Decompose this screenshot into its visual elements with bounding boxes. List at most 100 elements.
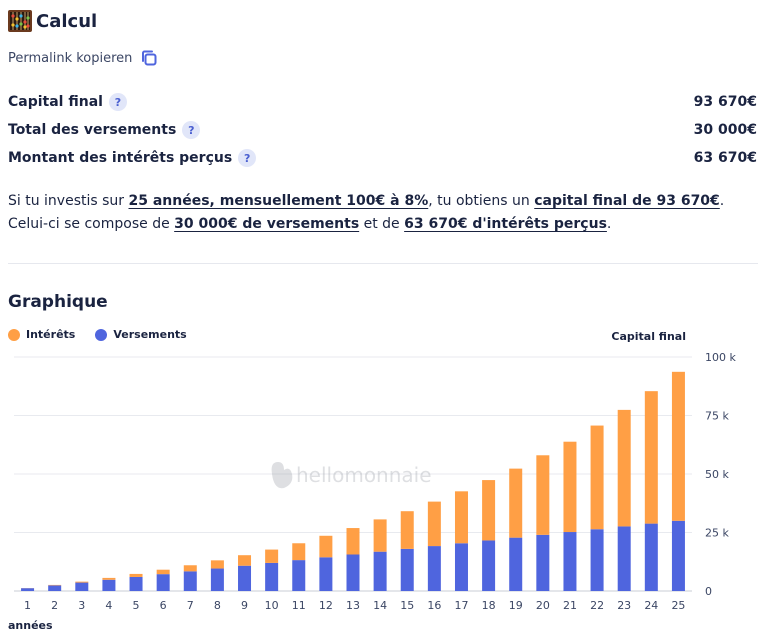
stat-value: 63 670€ bbox=[693, 150, 757, 166]
bar-interets bbox=[156, 569, 170, 575]
watermark-text: hellomonnaie bbox=[296, 463, 432, 487]
bar-interets bbox=[373, 519, 387, 552]
bar-interets bbox=[183, 565, 197, 572]
bar-interets bbox=[265, 549, 279, 563]
x-tick-label: 10 bbox=[265, 599, 279, 612]
bar-versements bbox=[454, 543, 468, 591]
bar-versements bbox=[482, 540, 496, 591]
x-tick-label: 7 bbox=[187, 599, 194, 612]
abacus-icon bbox=[8, 10, 32, 32]
bar-interets bbox=[129, 573, 143, 577]
bar-interets bbox=[292, 543, 306, 561]
bar-interets bbox=[102, 577, 116, 580]
bar-versements bbox=[102, 579, 116, 591]
bar-interets bbox=[617, 409, 631, 527]
page-title: Calcul bbox=[8, 10, 97, 32]
graph-title: Graphique bbox=[8, 292, 108, 312]
summary-highlight-duration: 25 années, mensuellement 100€ à 8% bbox=[128, 193, 429, 209]
bar-versements bbox=[346, 554, 360, 591]
x-tick-label: 4 bbox=[105, 599, 112, 612]
summary-part: . Celui-ci se compose de bbox=[8, 193, 725, 232]
stat-label: Montant des intérêts perçus bbox=[8, 150, 233, 166]
x-tick-label: 13 bbox=[346, 599, 360, 612]
bar-interets bbox=[644, 391, 658, 524]
bar-versements bbox=[21, 588, 35, 591]
bar-versements bbox=[265, 562, 279, 591]
legend-item-versements[interactable]: Versements bbox=[95, 328, 187, 341]
stat-value: 30 000€ bbox=[693, 122, 757, 138]
help-icon[interactable]: ? bbox=[108, 93, 127, 111]
summary-highlight-interets: 63 670€ d'intérêts perçus bbox=[404, 216, 607, 232]
x-tick-label: 21 bbox=[563, 599, 577, 612]
legend-label: Intérêts bbox=[26, 328, 76, 341]
watermark-icon bbox=[271, 462, 293, 489]
bar-versements bbox=[427, 546, 441, 591]
bar-interets bbox=[238, 555, 252, 566]
x-tick-label: 3 bbox=[78, 599, 85, 612]
legend-dot-versements bbox=[95, 328, 108, 341]
bar-interets bbox=[346, 528, 360, 555]
watermark-logo: hellomonnaie bbox=[271, 462, 432, 489]
x-tick-label: 20 bbox=[536, 599, 550, 612]
bar-versements bbox=[292, 560, 306, 591]
x-tick-label: 16 bbox=[427, 599, 441, 612]
bar-versements bbox=[48, 585, 62, 591]
bar-versements bbox=[590, 529, 604, 591]
chart-legend: Intérêts Versements bbox=[8, 328, 187, 341]
bar-interets bbox=[590, 425, 604, 530]
legend-item-interets[interactable]: Intérêts bbox=[8, 328, 75, 341]
stat-row-total-versements: Total des versements ? 30 000€ bbox=[8, 119, 757, 141]
bar-interets bbox=[482, 480, 496, 541]
bar-versements bbox=[183, 571, 197, 591]
bar-interets bbox=[400, 511, 414, 549]
stat-label: Total des versements bbox=[8, 122, 177, 138]
bar-versements bbox=[210, 568, 224, 591]
bar-interets bbox=[210, 560, 224, 569]
bar-interets bbox=[427, 501, 441, 547]
stat-label: Capital final bbox=[8, 94, 103, 110]
x-tick-label: 11 bbox=[292, 599, 306, 612]
bar-versements bbox=[319, 557, 333, 591]
bar-versements bbox=[536, 534, 550, 591]
y-tick-label: 0 bbox=[705, 585, 712, 598]
x-tick-label: 6 bbox=[160, 599, 167, 612]
x-tick-label: 8 bbox=[214, 599, 221, 612]
page-title-text: Calcul bbox=[36, 10, 98, 32]
summary-text: Si tu investis sur 25 années, mensuellem… bbox=[8, 190, 760, 236]
help-icon[interactable]: ? bbox=[238, 149, 257, 167]
x-tick-label: 23 bbox=[617, 599, 631, 612]
permalink-label: Permalink kopieren bbox=[8, 50, 133, 66]
y-tick-label: 25 k bbox=[705, 527, 729, 540]
bar-versements bbox=[671, 520, 685, 591]
bar-versements bbox=[129, 576, 143, 591]
bar-interets bbox=[75, 581, 89, 583]
bar-versements bbox=[617, 526, 631, 591]
x-axis-label: années bbox=[8, 619, 53, 632]
x-tick-label: 24 bbox=[644, 599, 658, 612]
summary-highlight-capital: capital final de 93 670€ bbox=[534, 193, 720, 209]
bar-versements bbox=[373, 551, 387, 591]
x-tick-label: 19 bbox=[509, 599, 523, 612]
x-tick-label: 14 bbox=[373, 599, 387, 612]
permalink-button[interactable]: Permalink kopieren bbox=[8, 49, 158, 67]
divider bbox=[8, 263, 758, 264]
copy-icon[interactable] bbox=[140, 49, 158, 67]
bar-versements bbox=[644, 523, 658, 591]
bar-versements bbox=[563, 532, 577, 591]
x-tick-label: 22 bbox=[590, 599, 604, 612]
bar-interets bbox=[509, 468, 523, 538]
x-tick-label: 25 bbox=[671, 599, 685, 612]
bar-interets bbox=[671, 371, 685, 521]
x-tick-label: 15 bbox=[400, 599, 414, 612]
help-icon[interactable]: ? bbox=[182, 121, 201, 139]
bar-versements bbox=[75, 582, 89, 591]
chart-y-axis-title: Capital final bbox=[611, 330, 686, 343]
y-tick-label: 50 k bbox=[705, 468, 729, 481]
summary-part: , tu obtiens un bbox=[428, 193, 535, 209]
bar-versements bbox=[400, 548, 414, 591]
x-tick-label: 1 bbox=[24, 599, 31, 612]
summary-part: et de bbox=[359, 216, 405, 232]
bar-interets bbox=[319, 535, 333, 558]
stat-value: 93 670€ bbox=[693, 94, 757, 110]
